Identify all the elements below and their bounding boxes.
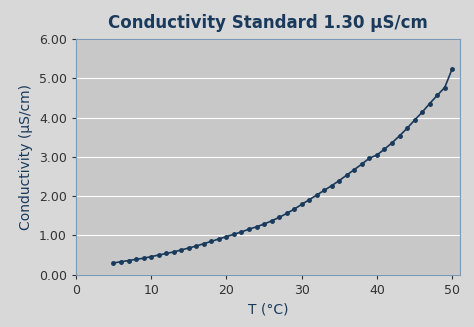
Title: Conductivity Standard 1.30 μS/cm: Conductivity Standard 1.30 μS/cm — [108, 14, 428, 32]
X-axis label: T (°C): T (°C) — [247, 302, 288, 316]
Y-axis label: Conductivity (μS/cm): Conductivity (μS/cm) — [19, 84, 33, 230]
